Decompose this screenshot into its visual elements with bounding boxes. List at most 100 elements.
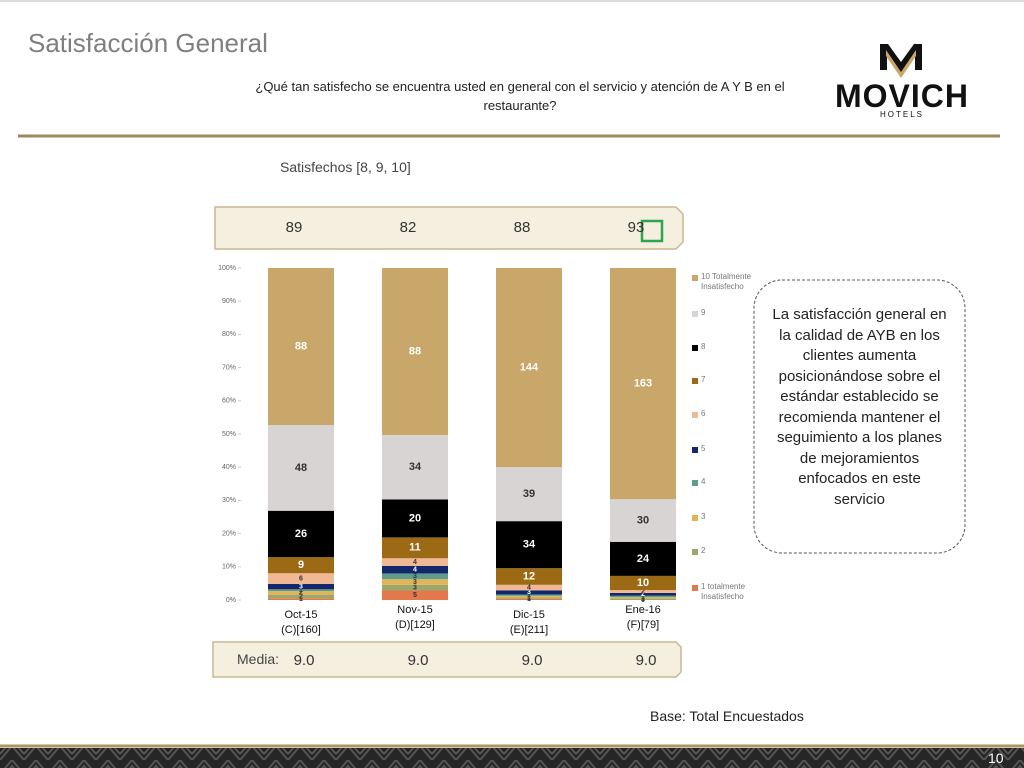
bar-segment [268, 591, 334, 595]
bar-segment [268, 557, 334, 574]
legend-swatch [692, 378, 698, 384]
media-value: 9.0 [635, 652, 657, 669]
bar-segment [496, 595, 562, 598]
data-label: 34 [523, 539, 536, 551]
bar-segment [382, 537, 448, 559]
legend-label: 5 [701, 444, 706, 453]
bar-segment [382, 584, 448, 591]
bar-segment [268, 425, 334, 511]
data-label: 4 [413, 566, 417, 573]
bar-segment [496, 268, 562, 468]
legend-label: 6 [701, 409, 706, 418]
data-label: 4 [527, 584, 531, 591]
summary-label: Satisfechos [8, 9, 10] [280, 159, 411, 175]
footer-band [0, 748, 1024, 768]
data-label: 1 [527, 592, 531, 599]
data-label: 39 [523, 488, 535, 500]
y-tick-label: 70% [222, 364, 236, 371]
bar-segment [610, 595, 676, 598]
legend-swatch [692, 549, 698, 555]
bar-segment [610, 598, 676, 600]
media-value: 9.0 [293, 652, 315, 669]
bar-segment [496, 467, 562, 522]
summary-value: 89 [285, 219, 303, 236]
data-label: 4 [413, 559, 417, 566]
bar-segment [268, 268, 334, 426]
slide-title: Satisfacción General [28, 28, 268, 58]
data-label: 26 [295, 528, 307, 540]
data-label: 24 [637, 553, 650, 565]
bar-segment [610, 597, 676, 599]
summary-value: 93 [627, 219, 645, 236]
bar-segment [268, 598, 334, 600]
media-value: 9.0 [521, 652, 543, 669]
legend-label: 2 [701, 546, 706, 555]
data-label: 1 [527, 595, 531, 602]
data-label: 1 [641, 593, 645, 600]
bar-segment [610, 499, 676, 542]
category-sublabel: (F)[79] [626, 619, 660, 631]
bar-segment [382, 590, 448, 600]
data-label: 1 [641, 595, 645, 602]
logo-mark [880, 44, 922, 78]
legend-swatch [692, 275, 698, 281]
category-label: Dic-15 [513, 609, 545, 621]
data-label: 163 [634, 378, 652, 390]
data-label: 1 [527, 593, 531, 600]
bar-segment [496, 594, 562, 596]
category-label: Oct-15 [284, 609, 318, 621]
data-label: 34 [409, 461, 422, 473]
media-value: 9.0 [407, 652, 429, 669]
bar-segment [382, 579, 448, 585]
bar-segment [610, 592, 676, 596]
bar-segment [382, 268, 448, 435]
summary-value: 88 [513, 219, 531, 236]
legend-swatch [692, 412, 698, 418]
data-label: 2 [299, 590, 303, 597]
bar-segment [268, 594, 334, 599]
question: ¿Qué tan satisfecho se encuentra usted e… [255, 79, 785, 113]
data-label: 3 [413, 579, 417, 586]
data-label: 1 [299, 587, 303, 594]
legend-swatch [692, 515, 698, 521]
legend-swatch [692, 345, 698, 351]
data-label: 0 [641, 597, 645, 604]
bar-segment [496, 521, 562, 569]
data-label: 2 [641, 588, 645, 595]
bar-segment [610, 541, 676, 576]
bar-segment [268, 583, 334, 590]
summary-value: 82 [399, 219, 417, 236]
y-tick-label: 0% [226, 597, 236, 604]
data-label: 3 [299, 583, 303, 590]
bar-segment [496, 584, 562, 591]
data-label: 12 [523, 570, 535, 582]
category-sublabel: (D)[129] [395, 619, 435, 631]
y-tick-label: 10% [222, 564, 236, 571]
data-label: 88 [409, 345, 421, 357]
legend-label: 1 totalmente Insatisfecho [701, 582, 746, 601]
bar-segment [268, 589, 334, 592]
data-label: 144 [520, 362, 539, 374]
bar-segment [496, 597, 562, 599]
data-label: 20 [409, 512, 421, 524]
bar-segment [610, 590, 676, 593]
data-label: 1 [641, 596, 645, 603]
bar-segment [496, 568, 562, 585]
bar-segment [610, 575, 676, 591]
y-tick-label: 40% [222, 464, 236, 471]
legend-label: 3 [701, 512, 706, 521]
media-banner [212, 641, 682, 678]
bar-segment [268, 510, 334, 558]
note-box [753, 279, 966, 554]
data-label: 1 [527, 596, 531, 603]
y-tick-label: 90% [222, 298, 236, 305]
y-tick-label: 80% [222, 331, 236, 338]
bar-segment [496, 590, 562, 595]
legend-label: 4 [701, 477, 706, 486]
bar-segment [382, 558, 448, 566]
bar-segment [382, 434, 448, 500]
logo-sub: HOTELS [879, 110, 924, 119]
note-text: La satisfacción general en la calidad de… [772, 306, 947, 508]
